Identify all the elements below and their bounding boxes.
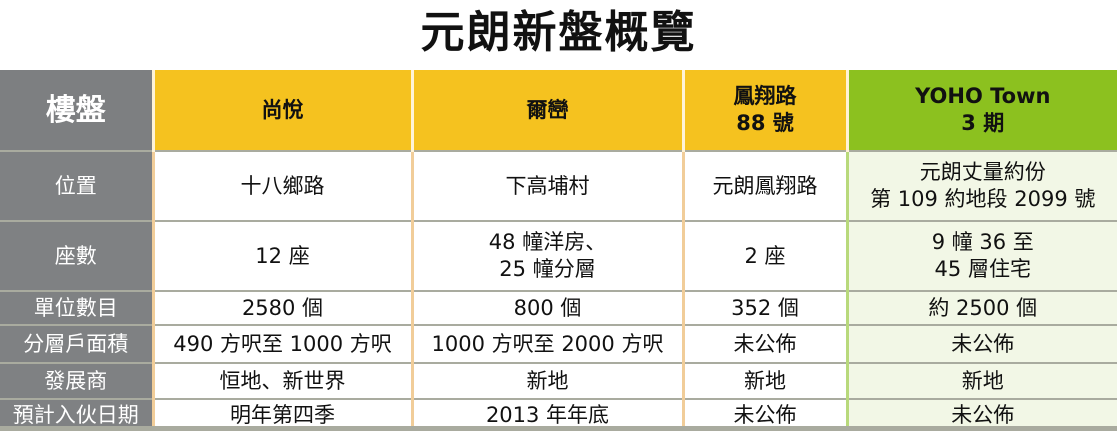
- table-cell: 明年第四季: [151, 398, 412, 430]
- row-label: 預計入伙日期: [0, 398, 153, 430]
- cell-line: 下高埔村: [505, 173, 590, 198]
- table-cell: 下高埔村: [410, 150, 683, 221]
- row-label: 發展商: [0, 362, 153, 399]
- table-cell: 800 個: [410, 290, 683, 325]
- row-label: 分層戶面積: [0, 324, 153, 363]
- cell-line: 48 幢洋房、: [488, 230, 607, 254]
- table-row: 單位數目 2580 個 800 個 352 個 約 2500 個: [0, 290, 1117, 325]
- cell-line: 352 個: [731, 295, 799, 320]
- table-cell: 490 方呎至 1000 方呎: [151, 324, 412, 363]
- header-project-1: 尚悅: [151, 70, 412, 151]
- table-cell: 9 幢 36 至 45 層住宅: [845, 220, 1117, 291]
- header-label: 樓盤: [0, 70, 153, 151]
- table-cell: 未公佈: [681, 324, 847, 363]
- table-row: 座數 12 座 48 幢洋房、 25 幢分層 2 座 9 幢 36 至 45 層…: [0, 220, 1117, 291]
- table-cell: 恒地、新世界: [151, 362, 412, 399]
- cell-line: 9 幢 36 至: [931, 230, 1034, 254]
- cell-line: 未公佈: [733, 331, 797, 356]
- header-project-2: 爾巒: [410, 70, 683, 151]
- table-cell: 2013 年年底: [410, 398, 683, 430]
- table-cell: 未公佈: [845, 324, 1117, 363]
- cell-line: 45 層住宅: [934, 257, 1031, 281]
- cell-line: 新地: [526, 368, 569, 393]
- page-title: 元朗新盤概覽: [420, 7, 697, 58]
- cell-line: 未公佈: [951, 331, 1015, 356]
- table-cell: 2 座: [681, 220, 847, 291]
- table-cell: 未公佈: [845, 398, 1117, 430]
- table-row: 預計入伙日期 明年第四季 2013 年年底 未公佈 未公佈: [0, 398, 1117, 430]
- cell-line: 未公佈: [733, 402, 797, 427]
- cell-line: 新地: [744, 368, 786, 393]
- cell-line: 第 109 約地段 2099 號: [870, 187, 1096, 211]
- table-bottom-rule: [0, 426, 1117, 431]
- cell-line: 十八鄉路: [240, 173, 325, 198]
- header-project-3: 鳳翔路 88 號: [681, 70, 847, 151]
- table-cell: 元朗鳳翔路: [681, 150, 847, 221]
- table-row: 發展商 恒地、新世界 新地 新地 新地: [0, 362, 1117, 399]
- table-cell: 新地: [681, 362, 847, 399]
- cell-line: 約 2500 個: [928, 295, 1038, 320]
- cell-line: 25 幢分層: [499, 257, 596, 281]
- table-cell: 48 幢洋房、 25 幢分層: [410, 220, 683, 291]
- row-label: 座數: [0, 220, 153, 291]
- table-cell: 1000 方呎至 2000 方呎: [410, 324, 683, 363]
- cell-line: 明年第四季: [230, 402, 335, 427]
- row-label: 單位數目: [0, 290, 153, 325]
- cell-line: 1000 方呎至 2000 方呎: [431, 331, 664, 356]
- cell-line: 490 方呎至 1000 方呎: [173, 331, 392, 356]
- table-cell: 元朗丈量約份 第 109 約地段 2099 號: [845, 150, 1117, 221]
- header-project-4-line2: 3 期: [961, 111, 1005, 135]
- header-project-3-line1: 鳳翔路: [733, 84, 797, 108]
- header-row: 樓盤 尚悅 爾巒 鳳翔路 88 號 YOHO Town 3 期: [0, 70, 1117, 151]
- cell-line: 恒地、新世界: [219, 368, 346, 393]
- cell-line: 2580 個: [241, 295, 324, 320]
- cell-line: 元朗鳳翔路: [712, 173, 818, 198]
- table-cell: 十八鄉路: [151, 150, 412, 221]
- cell-line: 12 座: [255, 243, 310, 268]
- header-project-2-line1: 爾巒: [526, 97, 569, 122]
- header-project-4: YOHO Town 3 期: [845, 70, 1117, 151]
- row-label: 位置: [0, 150, 153, 221]
- cell-line: 800 個: [513, 295, 582, 320]
- table-cell: 新地: [845, 362, 1117, 399]
- cell-line: 未公佈: [951, 402, 1015, 427]
- table-cell: 2580 個: [151, 290, 412, 325]
- header-project-4-line1: YOHO Town: [915, 84, 1051, 108]
- table-row: 位置 十八鄉路 下高埔村 元朗鳳翔路 元朗丈量約份 第 109 約地段 2099…: [0, 150, 1117, 221]
- table-cell: 12 座: [151, 220, 412, 291]
- table-row: 分層戶面積 490 方呎至 1000 方呎 1000 方呎至 2000 方呎 未…: [0, 324, 1117, 363]
- header-project-3-line2: 88 號: [736, 111, 794, 135]
- table-cell: 約 2500 個: [845, 290, 1117, 325]
- table-cell: 未公佈: [681, 398, 847, 430]
- new-projects-table: 樓盤 尚悅 爾巒 鳳翔路 88 號 YOHO Town 3 期 位置 十八鄉路 …: [0, 70, 1117, 430]
- header-project-1-line1: 尚悅: [261, 97, 304, 122]
- cell-line: 2 座: [744, 243, 786, 268]
- cell-line: 新地: [961, 368, 1004, 393]
- table-cell: 新地: [410, 362, 683, 399]
- cell-line: 2013 年年底: [485, 402, 610, 427]
- table-cell: 352 個: [681, 290, 847, 325]
- cell-line: 元朗丈量約份: [919, 160, 1046, 184]
